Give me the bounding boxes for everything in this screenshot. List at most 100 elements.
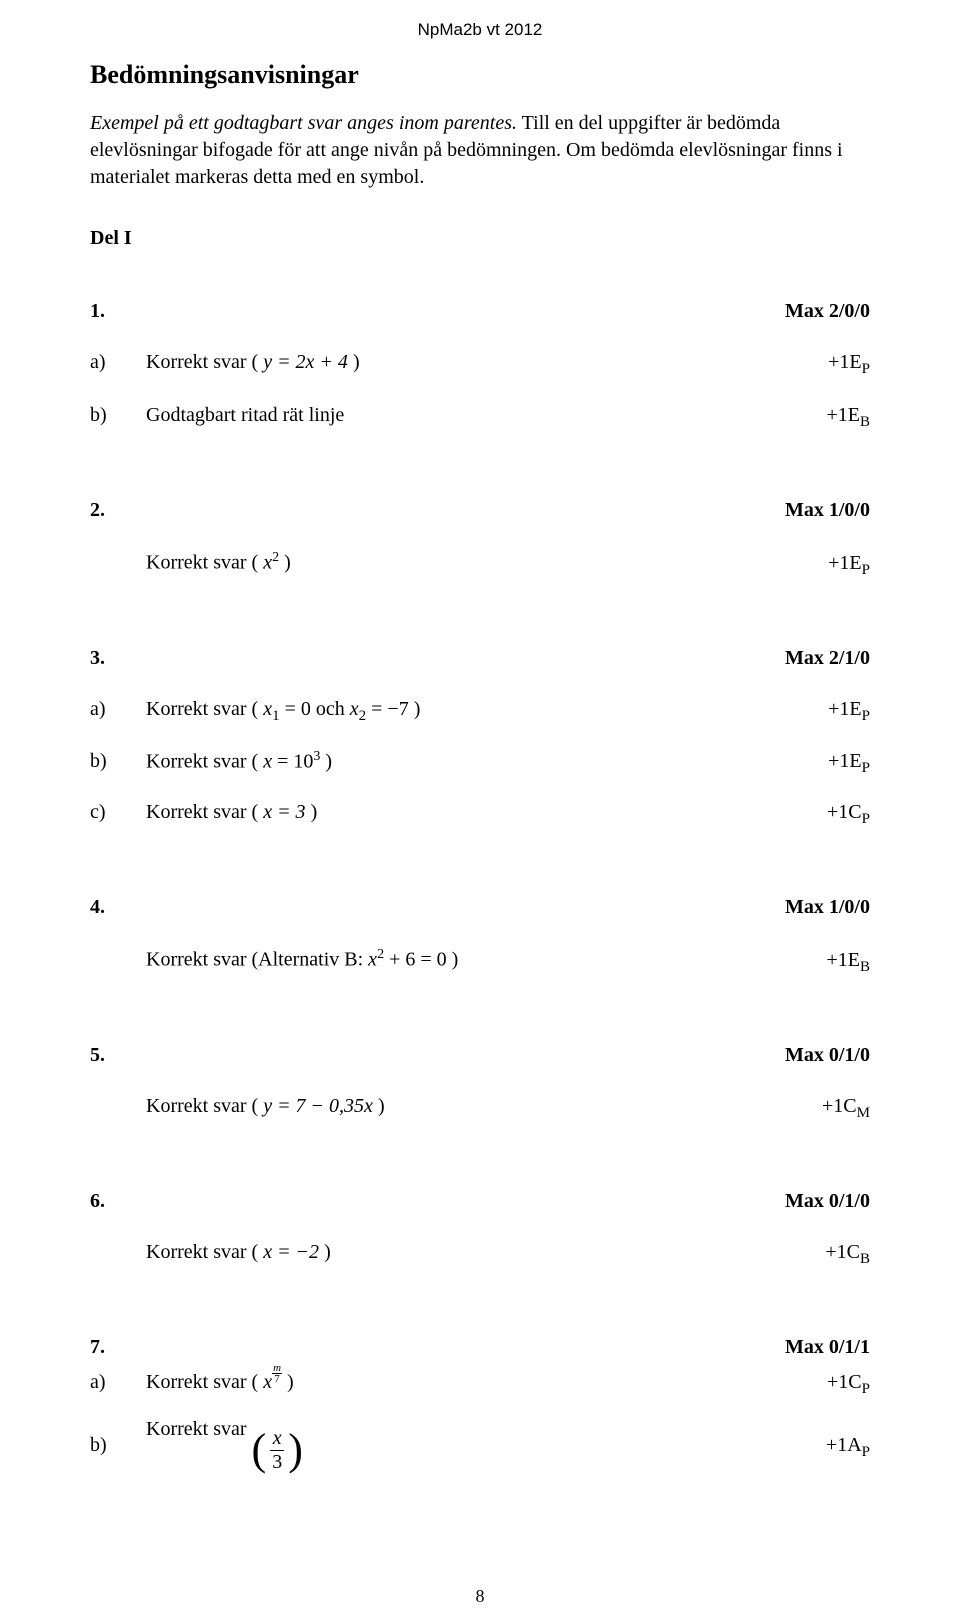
q3b-pre: Korrekt svar ( bbox=[146, 750, 263, 772]
q4-body: Korrekt svar (Alternativ B: x2 + 6 = 0 ) bbox=[146, 947, 458, 972]
q7a-var: x bbox=[263, 1371, 272, 1393]
q6-body: Korrekt svar ( x = −2 ) bbox=[146, 1241, 331, 1264]
q1-max: Max 2/0/0 bbox=[785, 300, 870, 323]
q5-score-sub: M bbox=[857, 1105, 870, 1121]
q1a-post: ) bbox=[348, 351, 360, 373]
q3c-math: x = 3 bbox=[263, 801, 305, 823]
q1-header: 1. Max 2/0/0 bbox=[90, 300, 870, 323]
q7a-exp-den: 7 bbox=[272, 1374, 282, 1384]
page: NpMa2b vt 2012 Bedömningsanvisningar Exe… bbox=[0, 0, 960, 1613]
q2-pre: Korrekt svar ( bbox=[146, 552, 263, 574]
q7b-fraction: x3 bbox=[266, 1427, 288, 1474]
q4-number: 4. bbox=[90, 896, 126, 919]
q7a-label: a) bbox=[90, 1371, 146, 1394]
q2-score: +1EP bbox=[828, 552, 870, 579]
q7-header: 7. Max 0/1/1 bbox=[90, 1336, 870, 1359]
q2-number: 2. bbox=[90, 499, 126, 522]
q7a-post: ) bbox=[282, 1371, 294, 1393]
q7b-frac-num: x bbox=[270, 1427, 284, 1451]
q5-body: Korrekt svar ( y = 7 − 0,35x ) bbox=[146, 1095, 385, 1118]
q7b-line: b) Korrekt svar (x3) +1AP bbox=[90, 1418, 870, 1474]
q4-header: 4. Max 1/0/0 bbox=[90, 896, 870, 919]
q4-rest: + 6 = 0 bbox=[384, 949, 447, 971]
q3b-var: x bbox=[263, 750, 272, 772]
q3a-score: +1EP bbox=[828, 698, 870, 725]
q3b-post: ) bbox=[320, 750, 332, 772]
q5-score-main: +1C bbox=[822, 1095, 857, 1117]
q6-header: 6. Max 0/1/0 bbox=[90, 1190, 870, 1213]
q7b-paren-fraction: (x3) bbox=[252, 1427, 303, 1474]
q7b-frac-den: 3 bbox=[270, 1451, 284, 1474]
q3b-score: +1EP bbox=[828, 750, 870, 777]
q4-score-main: +1E bbox=[826, 949, 860, 971]
q3a-pre: Korrekt svar ( bbox=[146, 698, 263, 720]
q3a-score-sub: P bbox=[862, 708, 870, 724]
q2-post: ) bbox=[279, 552, 291, 574]
q3a-m1-rest: = 0 bbox=[280, 698, 311, 720]
q1a-body: Korrekt svar ( y = 2x + 4 ) bbox=[146, 351, 360, 374]
q6-pre: Korrekt svar ( bbox=[146, 1241, 263, 1263]
q7-number: 7. bbox=[90, 1336, 126, 1359]
q1a-score: +1EP bbox=[828, 351, 870, 378]
q1a-score-sub: P bbox=[862, 361, 870, 377]
q7b-score-sub: P bbox=[862, 1444, 870, 1460]
q3b-line: b) Korrekt svar ( x = 103 ) +1EP bbox=[90, 749, 870, 778]
q7a-score-sub: P bbox=[862, 1381, 870, 1397]
q4-max: Max 1/0/0 bbox=[785, 896, 870, 919]
q3b-rest: = 10 bbox=[272, 750, 313, 772]
page-number: 8 bbox=[0, 1586, 960, 1607]
q5-score: +1CM bbox=[822, 1095, 870, 1122]
q4-var: x bbox=[368, 949, 377, 971]
q3c-line: c) Korrekt svar ( x = 3 ) +1CP bbox=[90, 801, 870, 828]
q3b-label: b) bbox=[90, 750, 146, 773]
q3a-post: ) bbox=[409, 698, 421, 720]
q7a-body: Korrekt svar ( xm7 ) bbox=[146, 1363, 294, 1394]
q3c-post: ) bbox=[306, 801, 318, 823]
q6-max: Max 0/1/0 bbox=[785, 1190, 870, 1213]
q5-number: 5. bbox=[90, 1044, 126, 1067]
q1a-label: a) bbox=[90, 351, 146, 374]
q3b-score-main: +1E bbox=[828, 750, 862, 772]
running-header: NpMa2b vt 2012 bbox=[90, 20, 870, 40]
q1a-line: a) Korrekt svar ( y = 2x + 4 ) +1EP bbox=[90, 351, 870, 378]
q6-line: Korrekt svar ( x = −2 ) +1CB bbox=[90, 1241, 870, 1268]
q1b-score-sub: B bbox=[860, 414, 870, 430]
q3-number: 3. bbox=[90, 647, 126, 670]
q2-line: Korrekt svar ( x2 ) +1EP bbox=[90, 550, 870, 579]
q3c-score-main: +1C bbox=[827, 801, 862, 823]
q2-body: Korrekt svar ( x2 ) bbox=[146, 550, 291, 575]
q5-pre: Korrekt svar ( bbox=[146, 1095, 263, 1117]
q3c-label: c) bbox=[90, 801, 146, 824]
q2-max: Max 1/0/0 bbox=[785, 499, 870, 522]
q7a-pre: Korrekt svar ( bbox=[146, 1371, 263, 1393]
q4-sup: 2 bbox=[377, 947, 384, 962]
q3b-body: Korrekt svar ( x = 103 ) bbox=[146, 749, 332, 774]
q6-math: x = −2 bbox=[263, 1241, 319, 1263]
q7b-right-paren: ) bbox=[288, 1428, 303, 1472]
q3a-label: a) bbox=[90, 698, 146, 721]
q5-post: ) bbox=[373, 1095, 385, 1117]
q1a-score-main: +1E bbox=[828, 351, 862, 373]
q3a-score-main: +1E bbox=[828, 698, 862, 720]
q2-score-sub: P bbox=[862, 562, 870, 578]
q6-post: ) bbox=[319, 1241, 331, 1263]
q6-score-main: +1C bbox=[825, 1241, 860, 1263]
intro-paragraph: Exempel på ett godtagbart svar anges ino… bbox=[90, 110, 870, 191]
q3a-m2-rest: = −7 bbox=[366, 698, 409, 720]
q3-max: Max 2/1/0 bbox=[785, 647, 870, 670]
q2-var: x bbox=[263, 552, 272, 574]
q3c-score: +1CP bbox=[827, 801, 870, 828]
q7b-body: Korrekt svar (x3) bbox=[146, 1418, 303, 1474]
q1b-score: +1EB bbox=[826, 404, 870, 431]
q7a-line: a) Korrekt svar ( xm7 ) +1CP bbox=[90, 1363, 870, 1398]
q7b-left-paren: ( bbox=[252, 1428, 267, 1472]
q3c-body: Korrekt svar ( x = 3 ) bbox=[146, 801, 317, 824]
q7-max: Max 0/1/1 bbox=[785, 1336, 870, 1359]
q5-math: y = 7 − 0,35x bbox=[263, 1095, 373, 1117]
q3a-line: a) Korrekt svar ( x1 = 0 och x2 = −7 ) +… bbox=[90, 698, 870, 725]
q4-pre: Korrekt svar (Alternativ B: bbox=[146, 949, 368, 971]
q5-line: Korrekt svar ( y = 7 − 0,35x ) +1CM bbox=[90, 1095, 870, 1122]
q3b-score-sub: P bbox=[862, 760, 870, 776]
q7a-exponent-fraction: m7 bbox=[272, 1363, 282, 1384]
q1b-score-main: +1E bbox=[826, 404, 860, 426]
